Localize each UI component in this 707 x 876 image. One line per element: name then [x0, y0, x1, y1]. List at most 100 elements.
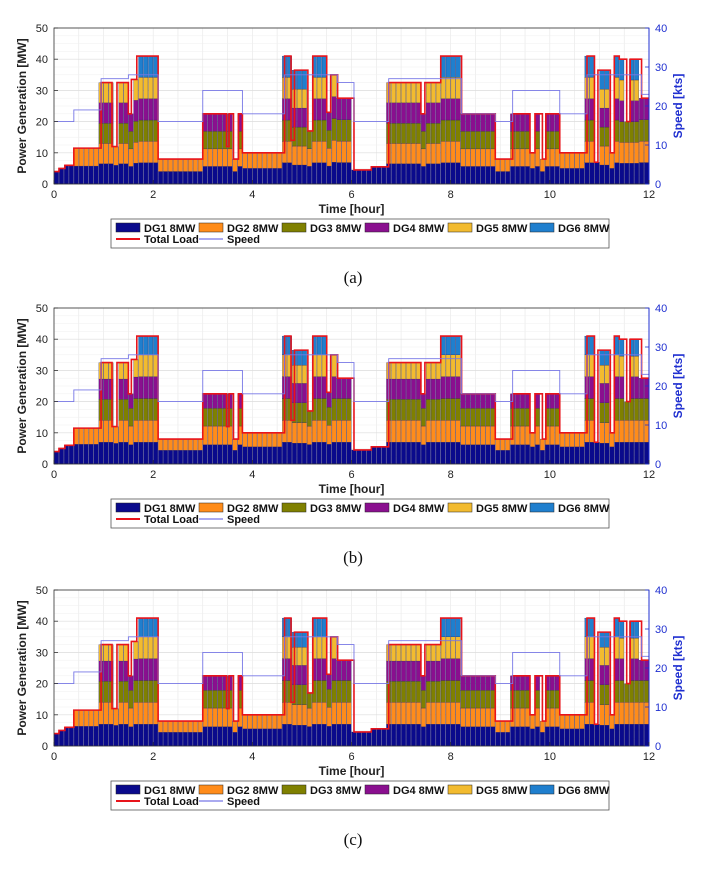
- bar-segment-dg4: [202, 675, 208, 691]
- bar-segment-dg1: [202, 726, 208, 747]
- total-load-line: [54, 335, 649, 453]
- bar-segment-dg6: [614, 335, 620, 355]
- bar-segment-dg4: [212, 675, 218, 691]
- bar-segment-dg2: [148, 420, 154, 443]
- bar-segment-dg1: [440, 162, 446, 185]
- bar-segment-dg1: [138, 162, 144, 185]
- bar-segment-dg5: [331, 636, 337, 659]
- bar-segment-dg5: [426, 362, 431, 380]
- bar-segment-dg2: [202, 707, 208, 727]
- bar-segment-dg4: [326, 674, 332, 690]
- bar-segment-dg2: [455, 702, 461, 725]
- bar-segment-dg5: [416, 644, 421, 662]
- bar-segment-dg3: [426, 123, 431, 144]
- bar-segment-dg3: [549, 131, 555, 150]
- bar-segment-dg4: [515, 393, 520, 409]
- bar-segment-dg1: [133, 442, 139, 465]
- bar-segment-dg1: [505, 732, 511, 747]
- bar-segment-dg1: [569, 168, 575, 185]
- bar-segment-dg1: [490, 166, 496, 185]
- bar-segment-dg1: [366, 731, 372, 747]
- bar-segment-dg3: [440, 398, 446, 421]
- x-tick-label: 2: [150, 751, 156, 763]
- bar-segment-dg2: [416, 702, 421, 725]
- bar-segment-dg4: [326, 112, 332, 131]
- total-load-line: [54, 55, 649, 173]
- bar-segment-dg1: [624, 724, 630, 747]
- y2-axis-label: Speed [kts]: [671, 636, 685, 701]
- legend-swatch-dg3: [281, 784, 307, 795]
- bar-segment-dg3: [391, 681, 396, 703]
- legend-label-dg4: DG4 8MW: [393, 223, 445, 235]
- bar-segment-dg3: [321, 680, 327, 703]
- bar-segment-dg5: [440, 636, 446, 659]
- bar-segment-dg3: [455, 119, 461, 142]
- bar-segment-dg3: [103, 123, 109, 144]
- bar-segment-dg6: [302, 69, 307, 90]
- bar-segment-dg2: [426, 420, 431, 443]
- bar-segment-dg4: [133, 658, 139, 681]
- legend-swatch-dg4: [364, 222, 390, 233]
- bar-segment-dg1: [153, 724, 159, 747]
- bar-segment-dg4: [331, 96, 337, 119]
- bar-segment-dg2: [311, 702, 317, 725]
- bar-segment-dg6: [619, 339, 625, 357]
- bar-segment-dg1: [277, 728, 282, 747]
- bar-segment-dg1: [59, 448, 64, 465]
- bar-segment-dg5: [440, 77, 446, 99]
- bar-segment-dg3: [520, 690, 525, 709]
- y-tick-label: 50: [36, 303, 48, 315]
- bar-segment-dg4: [475, 393, 481, 409]
- y-axis-label: Power Generation [MW]: [15, 600, 29, 735]
- bar-segment-dg1: [401, 163, 406, 185]
- bar-segment-dg2: [123, 143, 129, 164]
- bar-segment-dg3: [391, 123, 396, 144]
- bar-segment-dg4: [143, 658, 149, 681]
- bar-segment-dg1: [589, 162, 595, 185]
- x-tick-label: 12: [643, 189, 655, 201]
- bar-segment-dg1: [148, 442, 154, 465]
- bar-segment-dg2: [470, 425, 476, 445]
- bar-segment-dg4: [148, 376, 154, 399]
- bar-segment-dg3: [485, 408, 491, 427]
- bar-segment-dg1: [272, 446, 277, 465]
- bar-segment-dg4: [589, 98, 595, 121]
- bar-segment-dg4: [450, 376, 456, 399]
- bar-segment-dg4: [460, 393, 466, 409]
- bar-segment-dg3: [535, 408, 540, 427]
- bar-segment-dg5: [416, 362, 421, 380]
- bar-segment-dg2: [222, 425, 228, 445]
- bar-segment-dg2: [307, 707, 312, 727]
- bar-segment-dg1: [178, 171, 183, 185]
- bar-segment-dg2: [579, 152, 585, 169]
- y-tick-label: 40: [36, 616, 48, 628]
- bar-segment-dg4: [604, 665, 610, 685]
- bar-segment-dg2: [604, 145, 610, 166]
- bar-segment-dg4: [445, 658, 451, 681]
- bar-segment-dg1: [336, 724, 342, 747]
- legend: DG1 8MW DG2 8MW DG3 8MW DG4 8MW DG5 8MW DG6 8…: [110, 218, 610, 249]
- bar-segment-dg3: [406, 123, 411, 144]
- bar-segment-dg2: [178, 720, 183, 733]
- bar-segment-dg3: [634, 398, 639, 421]
- bar-segment-dg2: [346, 420, 352, 443]
- bar-segment-dg5: [133, 79, 139, 101]
- bar-segment-dg5: [411, 644, 416, 662]
- bar-segment-dg2: [202, 148, 208, 167]
- bar-segment-dg4: [614, 376, 620, 399]
- bar-segment-dg3: [207, 690, 213, 709]
- bar-segment-dg1: [614, 162, 620, 185]
- bar-segment-dg3: [307, 692, 312, 709]
- bar-segment-dg4: [138, 98, 144, 121]
- bar-segment-dg3: [549, 690, 555, 709]
- bar-segment-dg6: [619, 621, 625, 639]
- bar-segment-dg5: [450, 77, 456, 99]
- bar-segment-dg3: [133, 121, 139, 143]
- bar-segment-dg4: [321, 98, 327, 121]
- legend-label-dg3: DG3 8MW: [310, 785, 362, 797]
- bar-segment-dg1: [579, 168, 585, 185]
- bar-segment-dg1: [450, 442, 456, 465]
- bar-segment-dg4: [619, 658, 625, 681]
- bar-segment-dg2: [485, 707, 491, 727]
